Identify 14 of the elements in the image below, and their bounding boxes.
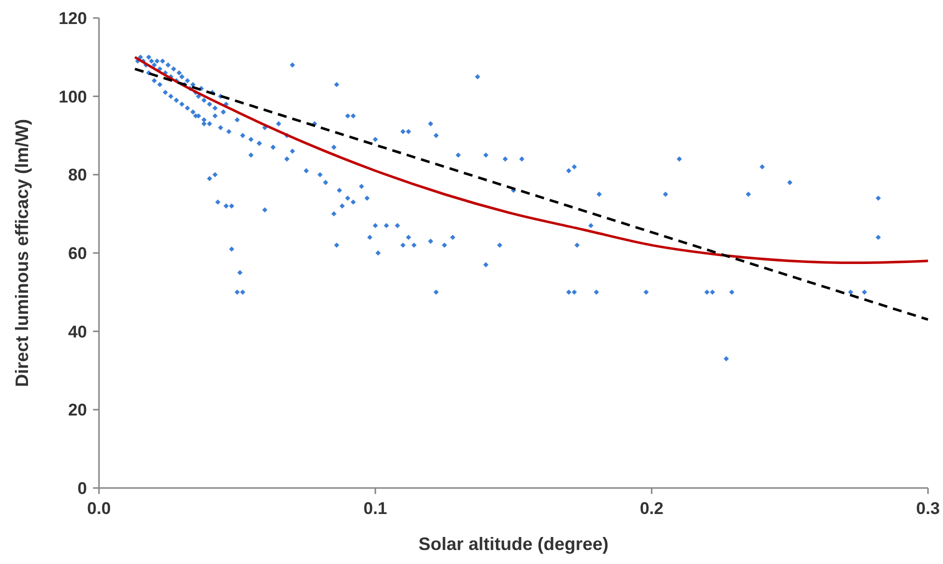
y-tick-label: 80 — [68, 166, 87, 185]
x-tick-label: 0.3 — [916, 499, 940, 518]
x-tick-label: 0.0 — [87, 499, 111, 518]
y-tick-label: 40 — [68, 322, 87, 342]
x-tick-label: 0.1 — [364, 499, 388, 518]
x-tick-label: 0.2 — [640, 499, 664, 518]
y-axis-title: Direct luminous efficacy (lm/W) — [12, 118, 32, 388]
y-tick-label: 0 — [78, 478, 87, 498]
y-tick-label: 100 — [58, 87, 87, 106]
y-tick-label: 20 — [68, 400, 87, 420]
x-axis-title: Solar altitude (degree) — [418, 534, 609, 554]
line-series — [134, 56, 930, 264]
y-tick-label: 120 — [58, 8, 87, 28]
y-tick-label: 60 — [68, 244, 87, 263]
